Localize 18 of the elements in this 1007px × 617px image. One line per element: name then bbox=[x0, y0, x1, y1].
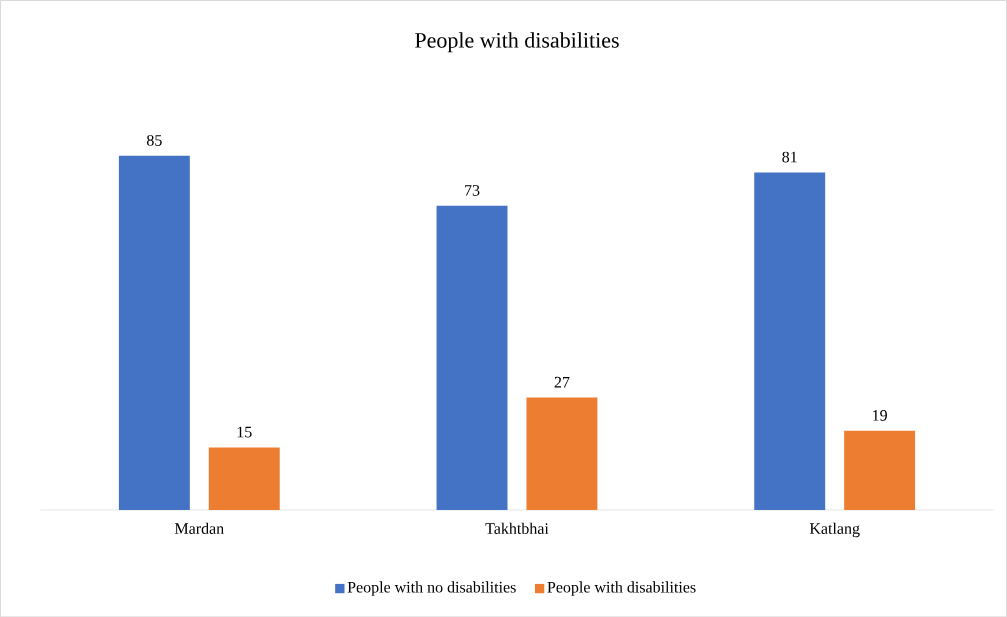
bar bbox=[208, 447, 280, 510]
bar bbox=[526, 397, 598, 510]
data-label: 73 bbox=[465, 184, 480, 196]
legend-label: People with no disabilities bbox=[347, 581, 516, 596]
data-label: 27 bbox=[554, 376, 570, 388]
data-label: 81 bbox=[782, 151, 797, 163]
data-label: 85 bbox=[146, 134, 162, 146]
bar bbox=[436, 205, 508, 510]
x-tick-label: Mardan bbox=[174, 522, 224, 534]
data-label: 15 bbox=[237, 426, 252, 438]
x-tick-label: Takhtbhai bbox=[485, 522, 549, 534]
bar bbox=[844, 430, 916, 510]
x-tick-label: Katlang bbox=[809, 522, 860, 538]
chart-title: People with disabilities bbox=[415, 32, 619, 53]
bar bbox=[118, 155, 190, 510]
legend-label: People with disabilities bbox=[547, 581, 696, 596]
bar bbox=[754, 172, 826, 510]
data-label: 19 bbox=[873, 409, 887, 421]
